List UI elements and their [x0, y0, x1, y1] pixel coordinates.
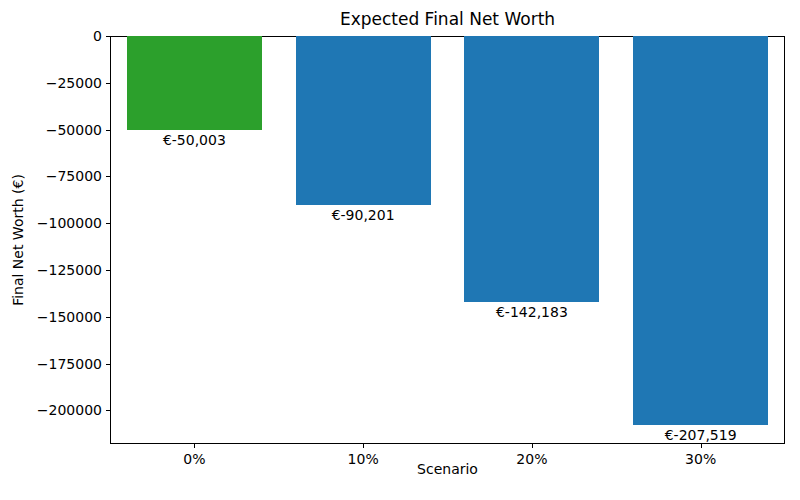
x-tick-label: 0%	[183, 451, 205, 467]
bar-20%	[464, 36, 599, 302]
bar-10%	[296, 36, 431, 205]
x-tick-label: 10%	[348, 451, 379, 467]
bar-value-label: €-142,183	[496, 304, 568, 320]
y-tick-label: −125000	[37, 262, 102, 278]
y-tick-mark	[106, 83, 110, 84]
x-tick-label: 30%	[685, 451, 716, 467]
bar-value-label: €-50,003	[163, 132, 226, 148]
y-tick-label: −75000	[46, 168, 102, 184]
bar-value-label: €-207,519	[665, 427, 737, 443]
y-tick-mark	[106, 176, 110, 177]
y-axis-label-text: Final Net Worth (€)	[10, 174, 26, 306]
chart-title: Expected Final Net Worth	[110, 9, 785, 29]
x-tick-mark	[532, 444, 533, 448]
figure: Expected Final Net Worth Final Net Worth…	[0, 0, 800, 500]
x-tick-mark	[363, 444, 364, 448]
bar-30%	[633, 36, 768, 425]
y-tick-mark	[106, 36, 110, 37]
y-tick-label: −150000	[37, 309, 102, 325]
y-tick-mark	[106, 364, 110, 365]
y-tick-label: −175000	[37, 356, 102, 372]
y-tick-label: −200000	[37, 402, 102, 418]
y-tick-mark	[106, 270, 110, 271]
y-tick-mark	[106, 223, 110, 224]
x-tick-mark	[194, 444, 195, 448]
bar-0%	[127, 36, 262, 130]
y-tick-label: −50000	[46, 122, 102, 138]
y-tick-label: −25000	[46, 75, 102, 91]
x-tick-label: 20%	[516, 451, 547, 467]
y-tick-mark	[106, 410, 110, 411]
y-tick-mark	[106, 317, 110, 318]
y-tick-label: −100000	[37, 215, 102, 231]
bar-value-label: €-90,201	[332, 207, 395, 223]
y-tick-label: 0	[93, 28, 102, 44]
x-axis-label: Scenario	[110, 461, 785, 477]
y-tick-mark	[106, 130, 110, 131]
x-tick-mark	[701, 444, 702, 448]
